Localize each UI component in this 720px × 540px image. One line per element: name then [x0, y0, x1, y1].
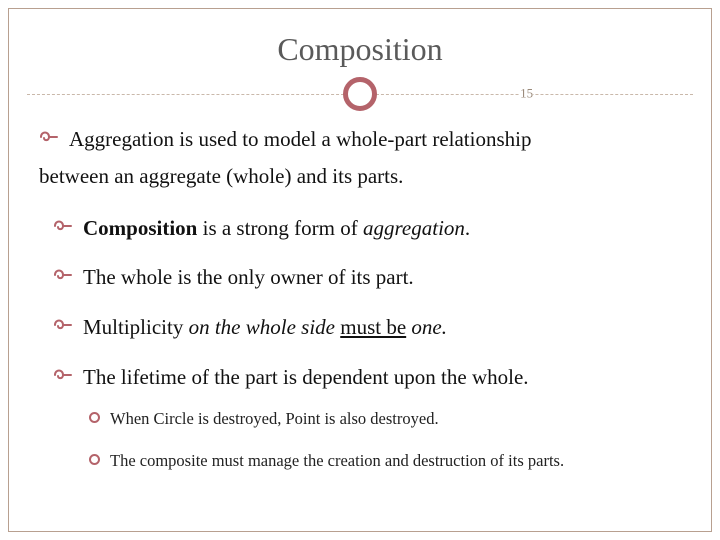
page-number: 15 [520, 86, 533, 102]
swirl-bullet-icon [53, 316, 73, 334]
title-divider: 15 [27, 76, 693, 112]
swirl-bullet-icon [53, 217, 73, 235]
sub-bullet-text: When Circle is destroyed, Point is also … [110, 408, 439, 430]
swirl-bullet-icon [53, 266, 73, 284]
bullet-text: Multiplicity on the whole side must be o… [83, 314, 447, 342]
bullet-lifetime: The lifetime of the part is dependent up… [53, 364, 683, 392]
sub-bullet-list: When Circle is destroyed, Point is also … [89, 408, 683, 473]
swirl-bullet-icon [39, 128, 59, 146]
bullet-composition: Composition is a strong form of aggregat… [53, 215, 683, 243]
underline-text: must be [340, 315, 406, 339]
slide-title: Composition [9, 31, 711, 68]
italic-text: aggregation [363, 216, 465, 240]
slide-frame: Composition 15 Aggregation is used to mo… [8, 8, 712, 532]
sub-bullet: The composite must manage the creation a… [89, 450, 683, 472]
bullet-owner: The whole is the only owner of its part. [53, 264, 683, 292]
circle-accent-icon [343, 77, 377, 111]
bullet-intro-wrap: between an aggregate (whole) and its par… [39, 164, 683, 189]
hollow-circle-icon [89, 454, 100, 465]
hollow-circle-icon [89, 412, 100, 423]
bullet-intro: Aggregation is used to model a whole-par… [39, 126, 683, 154]
sub-bullet-text: The composite must manage the creation a… [110, 450, 564, 472]
bullet-text: Aggregation is used to model a whole-par… [69, 126, 531, 154]
bullet-text: Composition is a strong form of aggregat… [83, 215, 470, 243]
swirl-bullet-icon [53, 366, 73, 384]
slide-content: Aggregation is used to model a whole-par… [9, 126, 711, 472]
bullet-text: The lifetime of the part is dependent up… [83, 364, 529, 392]
bullet-multiplicity: Multiplicity on the whole side must be o… [53, 314, 683, 342]
bullet-text: The whole is the only owner of its part. [83, 264, 414, 292]
italic-text: one. [406, 315, 447, 339]
sub-bullet: When Circle is destroyed, Point is also … [89, 408, 683, 430]
strong-text: Composition [83, 216, 197, 240]
italic-text: on the whole side [189, 315, 341, 339]
